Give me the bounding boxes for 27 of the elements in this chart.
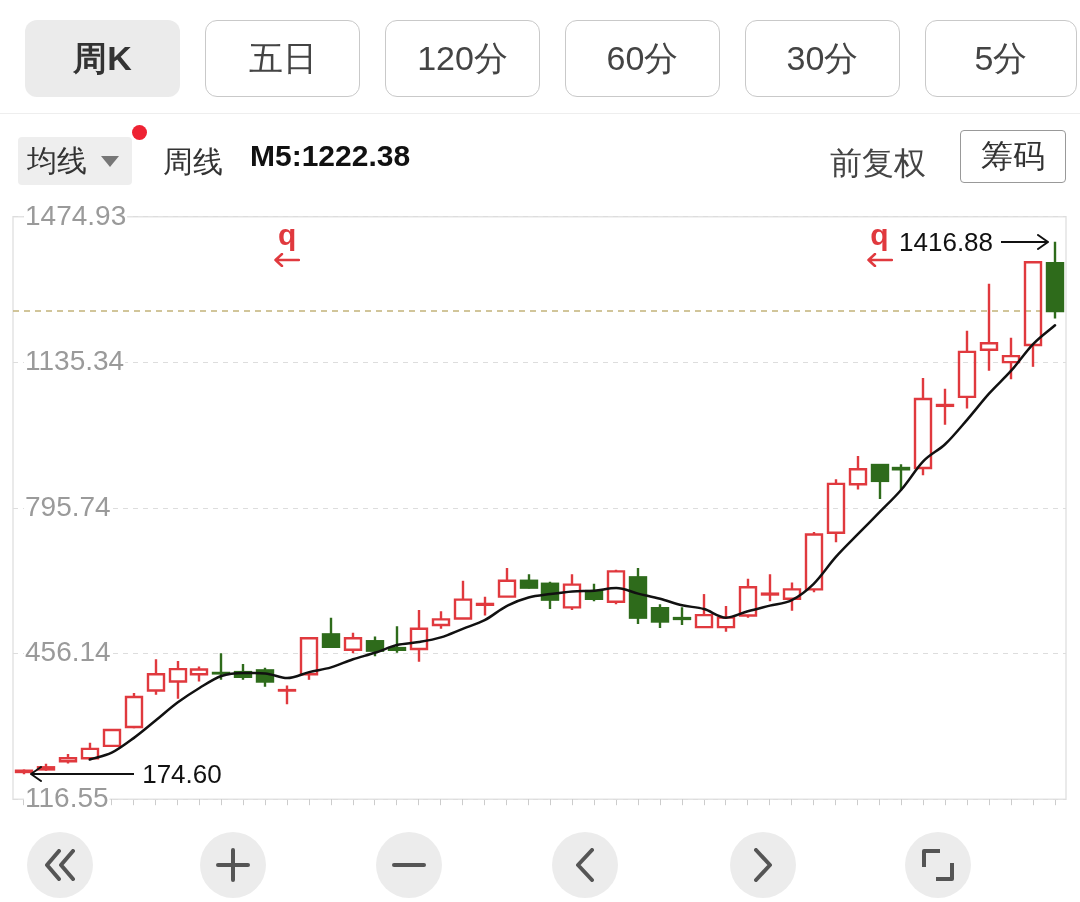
- text: 60分: [606, 37, 679, 79]
- y-tick-label: 116.55: [25, 781, 109, 813]
- annotation: 174.60: [142, 759, 222, 790]
- text: 筹码: [981, 136, 1045, 176]
- candlestick: [935, 387, 955, 426]
- annotation: q: [869, 217, 890, 251]
- y-tick-label: 1474.93: [25, 199, 127, 231]
- candlestick: [891, 462, 911, 492]
- text: M5:1222.38: [250, 139, 411, 173]
- text: 周K: [73, 37, 132, 79]
- text: 周线: [163, 144, 223, 180]
- candlestick: [760, 573, 780, 603]
- candlestick: [475, 595, 495, 617]
- candlestick: [277, 684, 297, 706]
- y-tick-label: 1135.34: [25, 345, 125, 377]
- text: 120分: [417, 37, 508, 79]
- text: 均线: [27, 142, 87, 179]
- text: 前复权: [830, 144, 926, 183]
- y-tick-label: 795.74: [25, 490, 111, 522]
- y-tick-label: 456.14: [25, 636, 111, 668]
- text: 30分: [786, 37, 859, 79]
- text: 五日: [248, 37, 317, 79]
- candlestick: [870, 463, 890, 501]
- annotation: 1416.88: [899, 226, 994, 257]
- text: 5分: [974, 37, 1028, 79]
- candlestick: [1045, 240, 1065, 320]
- annotation: q: [277, 217, 298, 251]
